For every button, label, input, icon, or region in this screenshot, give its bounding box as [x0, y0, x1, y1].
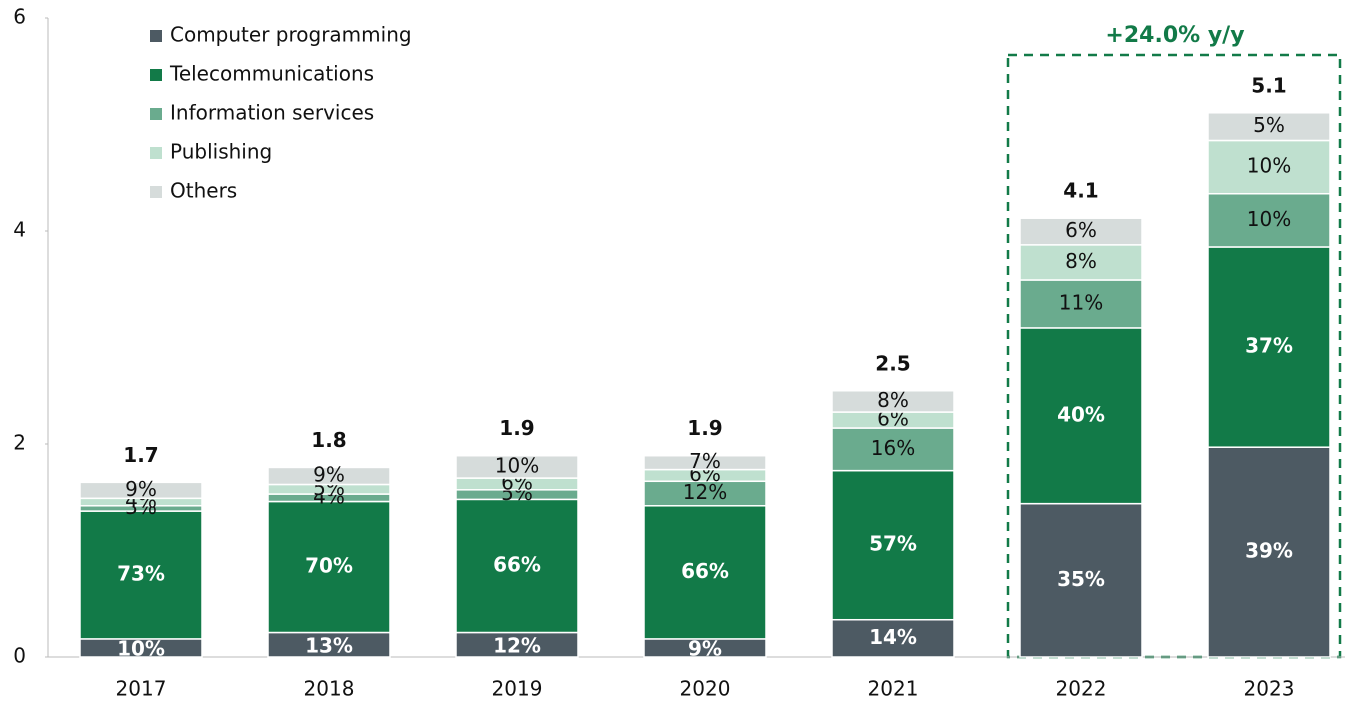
bar-segment: [1019, 502, 1143, 658]
data-label: 39%: [1245, 539, 1293, 563]
bar-segment: [1019, 279, 1143, 329]
legend-swatch: [150, 30, 162, 42]
bar-segment: [1207, 192, 1331, 248]
total-label: 1.9: [687, 416, 722, 440]
bar-segment: [267, 500, 391, 634]
data-label: 9%: [313, 462, 345, 486]
bar-segment: [455, 498, 579, 634]
total-label: 1.7: [123, 443, 158, 467]
bar-segment: [1019, 244, 1143, 281]
data-label: 35%: [1057, 567, 1105, 591]
data-label: 66%: [681, 559, 729, 583]
data-label: 12%: [683, 480, 727, 504]
bar-segment: [643, 480, 767, 507]
legend-label: Computer programming: [170, 23, 412, 47]
annotation: +24.0% y/y: [1105, 23, 1244, 48]
y-tick-label: 2: [13, 431, 26, 455]
bar-segment: [831, 618, 955, 658]
legend-label: Telecommunications: [169, 62, 374, 86]
bar-segment: [79, 481, 203, 500]
data-label: 10%: [117, 636, 165, 660]
data-label: 73%: [117, 561, 165, 585]
total-label: 5.1: [1251, 73, 1286, 97]
total-label: 2.5: [875, 351, 910, 375]
bar-segment: [1207, 446, 1331, 658]
data-label: 37%: [1245, 334, 1293, 358]
data-label: 6%: [1065, 218, 1097, 242]
data-label: 8%: [877, 388, 909, 412]
legend-label: Others: [170, 179, 237, 203]
data-label: 9%: [125, 477, 157, 501]
data-label: 66%: [493, 552, 541, 576]
y-tick-label: 6: [13, 5, 26, 29]
data-label: 8%: [1065, 249, 1097, 273]
data-label: 10%: [495, 453, 539, 477]
legend-swatch: [150, 69, 162, 81]
x-tick-label: 2022: [1056, 677, 1107, 701]
bar-segment: [455, 631, 579, 658]
bar-segment: [1019, 217, 1143, 246]
bar-segment: [455, 454, 579, 479]
bar-segment: [831, 469, 955, 621]
data-label: 40%: [1057, 402, 1105, 426]
data-label: 9%: [688, 636, 722, 660]
data-label: 70%: [305, 554, 353, 578]
data-label: 10%: [1247, 207, 1291, 231]
total-label: 1.8: [311, 428, 346, 452]
data-label: 11%: [1059, 290, 1103, 314]
data-label: 12%: [493, 633, 541, 657]
bar-segment: [831, 390, 955, 413]
y-tick-label: 0: [13, 644, 26, 668]
x-tick-label: 2021: [868, 677, 919, 701]
x-tick-label: 2018: [304, 677, 355, 701]
bar-segment: [1207, 112, 1331, 142]
x-tick-label: 2019: [492, 677, 543, 701]
legend-swatch: [150, 186, 162, 198]
data-label: 7%: [689, 449, 721, 473]
bar-segment: [831, 427, 955, 472]
bar-segment: [643, 454, 767, 471]
bar-segment: [1207, 246, 1331, 448]
bar-segment: [643, 505, 767, 640]
legend-label: Publishing: [170, 140, 272, 164]
total-label: 4.1: [1063, 179, 1098, 203]
x-tick-label: 2017: [116, 677, 167, 701]
x-tick-label: 2020: [680, 677, 731, 701]
legend-swatch: [150, 147, 162, 159]
data-label: 5%: [1253, 113, 1285, 137]
total-label: 1.9: [499, 416, 534, 440]
legend-label: Information services: [170, 101, 374, 125]
data-label: 13%: [305, 633, 353, 657]
data-label: 16%: [871, 436, 915, 460]
data-label: 14%: [869, 625, 917, 649]
y-tick-label: 4: [13, 218, 26, 242]
bar-segment: [1207, 139, 1331, 195]
bar-segment: [267, 466, 391, 486]
data-label: 57%: [869, 532, 917, 556]
x-tick-label: 2023: [1244, 677, 1295, 701]
legend-swatch: [150, 108, 162, 120]
data-label: 10%: [1247, 154, 1291, 178]
highlight-box: [1006, 53, 1342, 659]
